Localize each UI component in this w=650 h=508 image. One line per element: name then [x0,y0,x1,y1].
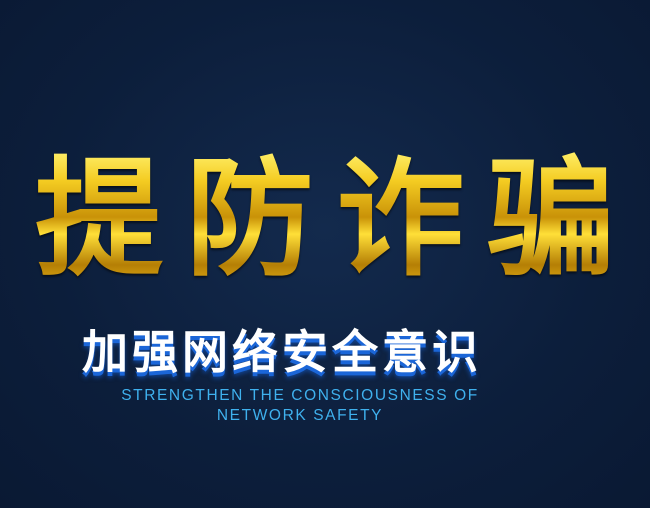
subtitle-chinese: 加强网络安全意识 [82,325,482,379]
headline-char-ti: 提 [30,150,168,290]
headline-char-pian: 骗 [482,150,620,290]
subtitle-english-line-1: STRENGTHEN THE CONSCIOUSNESS OF [121,387,479,404]
headline-char-fang: 防 [181,150,319,290]
headline-char-zha: 诈 [331,150,469,290]
headline: 提 防 诈 骗 [30,150,620,290]
subtitle-english-line-2: NETWORK SAFETY [216,407,384,424]
subtitle-english: STRENGTHEN THE CONSCIOUSNESS OF NETWORK … [100,386,500,426]
